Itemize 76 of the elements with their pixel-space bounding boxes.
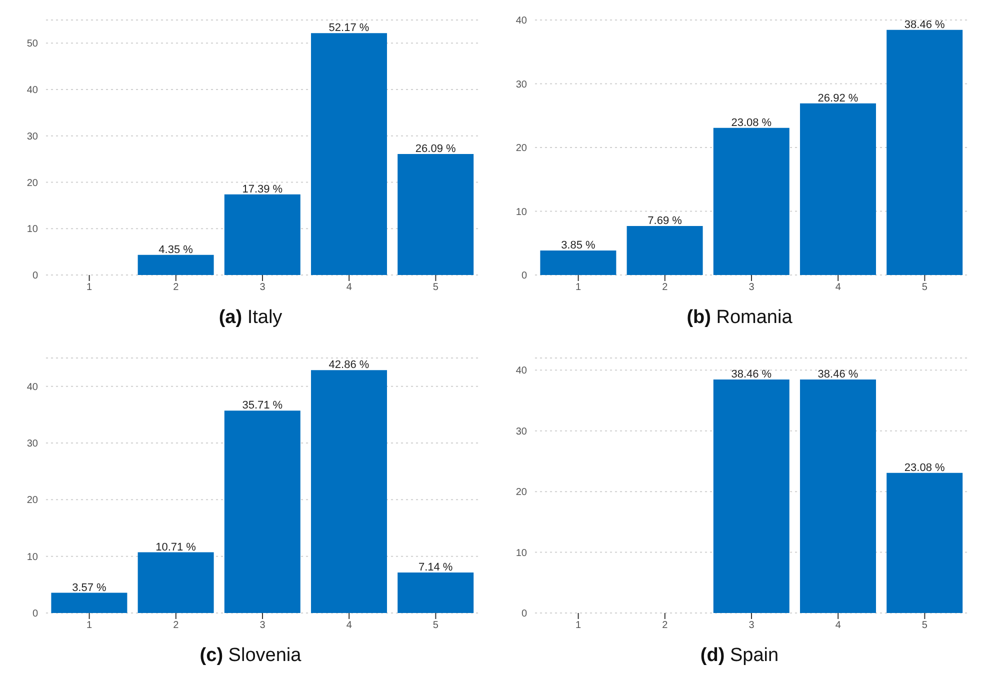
x-tick-label: 4 xyxy=(346,620,352,632)
y-tick-label: 30 xyxy=(26,438,38,450)
data-label: 3.57 % xyxy=(72,582,107,594)
y-tick-label: 30 xyxy=(516,426,528,438)
y-tick-label: 10 xyxy=(26,224,38,236)
data-label: 38.46 % xyxy=(731,368,772,380)
data-label: 17.39 % xyxy=(242,183,283,196)
data-label: 3.85 % xyxy=(561,239,596,252)
x-tick-label: 1 xyxy=(86,282,93,294)
bar xyxy=(138,254,214,275)
y-tick-label: 40 xyxy=(516,366,528,377)
bar xyxy=(224,194,300,275)
bar xyxy=(310,370,387,613)
data-label: 23.08 % xyxy=(904,462,945,474)
data-label: 26.92 % xyxy=(818,92,858,104)
bar xyxy=(886,30,963,275)
data-label: 42.86 % xyxy=(328,359,370,372)
bar xyxy=(626,226,703,275)
bar xyxy=(224,410,300,613)
bar xyxy=(800,103,876,275)
text: (d) Spain xyxy=(699,645,780,667)
text: (c) Slovenia xyxy=(198,645,302,667)
bar xyxy=(713,128,790,275)
text: (b) Romania xyxy=(686,307,794,329)
x-tick-label: 2 xyxy=(662,620,668,632)
y-tick-label: 30 xyxy=(516,79,528,90)
y-tick-label: 50 xyxy=(26,38,38,50)
y-tick-label: 20 xyxy=(26,495,38,506)
bar xyxy=(398,572,474,613)
y-tick-label: 30 xyxy=(26,131,38,142)
data-label: 52.17 % xyxy=(328,22,370,34)
data-label: 38.46 % xyxy=(818,368,858,380)
y-tick-label: 40 xyxy=(516,16,528,27)
y-tick-label: 10 xyxy=(516,548,528,559)
x-tick-label: 5 xyxy=(922,282,928,294)
y-tick-label: 20 xyxy=(516,487,528,498)
x-tick-label: 2 xyxy=(662,282,668,294)
x-tick-label: 3 xyxy=(748,620,755,632)
y-tick-label: 0 xyxy=(32,270,38,282)
text: (a) Italy xyxy=(218,307,284,329)
y-tick-label: 10 xyxy=(516,206,528,218)
x-tick-label: 1 xyxy=(576,620,582,632)
x-tick-label: 5 xyxy=(432,620,439,632)
x-tick-label: 1 xyxy=(86,620,93,632)
x-tick-label: 2 xyxy=(173,620,180,632)
data-label: 4.35 % xyxy=(158,244,194,256)
data-label: 23.08 % xyxy=(731,116,772,129)
data-label: 35.71 % xyxy=(242,400,283,412)
data-label: 7.14 % xyxy=(418,562,453,574)
data-label: 7.69 % xyxy=(648,214,682,227)
x-tick-label: 2 xyxy=(173,282,180,294)
x-tick-label: 3 xyxy=(260,282,266,294)
bar xyxy=(540,250,616,275)
y-tick-label: 20 xyxy=(26,178,38,189)
bar xyxy=(398,154,474,275)
y-tick-label: 0 xyxy=(521,270,528,282)
x-tick-label: 4 xyxy=(835,620,842,632)
y-tick-label: 20 xyxy=(516,143,528,154)
y-tick-label: 40 xyxy=(26,85,38,96)
x-tick-label: 5 xyxy=(432,282,439,294)
y-tick-label: 40 xyxy=(26,382,38,393)
x-tick-label: 1 xyxy=(576,282,582,294)
y-tick-label: 10 xyxy=(26,552,38,563)
x-tick-label: 4 xyxy=(835,282,842,294)
x-tick-label: 3 xyxy=(748,282,755,294)
bar xyxy=(138,552,214,613)
bar xyxy=(51,592,128,613)
x-tick-label: 5 xyxy=(922,620,928,632)
data-label: 10.71 % xyxy=(156,541,196,554)
data-label: 38.46 % xyxy=(904,18,945,31)
data-label: 26.09 % xyxy=(415,143,456,156)
x-tick-label: 4 xyxy=(346,282,352,294)
y-tick-label: 0 xyxy=(32,608,38,620)
x-tick-label: 3 xyxy=(260,620,266,632)
y-tick-label: 0 xyxy=(521,608,528,620)
bar xyxy=(310,33,387,275)
